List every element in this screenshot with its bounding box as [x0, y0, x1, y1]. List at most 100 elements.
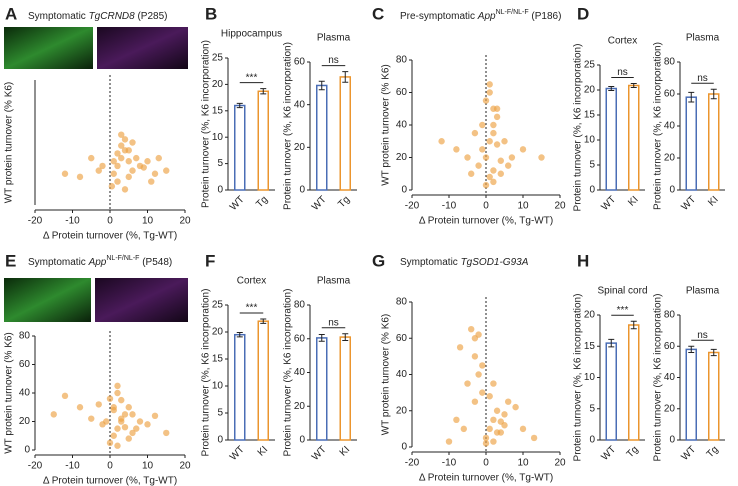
y-tick-label: 20: [212, 327, 224, 338]
error-bar: [688, 345, 695, 353]
panel-letter: F: [205, 251, 215, 270]
point: [129, 429, 136, 437]
y-axis-label: Protein turnover (%, K6 incorporation): [201, 40, 212, 208]
point: [490, 416, 497, 424]
x-tick-label: 10: [142, 216, 154, 227]
point: [482, 97, 490, 104]
point: [114, 150, 121, 157]
x-axis-label: Δ Protein turnover (%, Tg-WT): [43, 476, 177, 486]
title-part: (P285): [135, 11, 168, 22]
point: [118, 154, 125, 162]
y-tick-label: 5: [217, 158, 223, 169]
x-tick-label: 10: [517, 201, 529, 212]
panel-letter: A: [5, 4, 17, 23]
point: [479, 362, 486, 369]
y-tick-label: 20: [396, 152, 408, 163]
point: [133, 425, 140, 432]
y-tick-label: 0: [669, 435, 675, 446]
x-tick-label: WT: [228, 194, 247, 213]
x-axis-label: Δ Protein turnover (%, Tg-WT): [419, 216, 553, 227]
point: [129, 139, 136, 146]
bar: [708, 93, 720, 191]
error-bar: [608, 86, 615, 91]
y-tick-label: 20: [396, 405, 408, 416]
point: [110, 432, 117, 439]
point: [471, 129, 479, 137]
y-tick-label: 20: [294, 401, 306, 412]
bar: [257, 90, 269, 191]
x-tick-label: KI: [626, 194, 640, 208]
x-tick-label: -10: [442, 458, 457, 469]
point: [136, 418, 144, 425]
point: [110, 158, 117, 165]
bar: [685, 96, 697, 191]
error-bar: [710, 348, 717, 357]
error-bar: [318, 80, 325, 91]
error-bar: [710, 88, 717, 100]
y-tick-label: 60: [396, 87, 408, 98]
point: [140, 164, 147, 171]
microscopy-image: [4, 27, 93, 69]
point: [486, 173, 493, 181]
y-tick-label: 20: [212, 79, 224, 90]
bar: [628, 324, 640, 441]
x-tick-label: WT: [310, 444, 329, 463]
point: [76, 173, 84, 181]
point: [438, 138, 445, 145]
point: [497, 157, 504, 164]
y-tick-label: 20: [584, 85, 596, 96]
y-tick-label: 5: [589, 403, 595, 414]
point: [121, 411, 129, 418]
title-part: Symptomatic: [400, 257, 461, 268]
point: [445, 438, 453, 445]
title-part: (P548): [139, 257, 172, 268]
x-tick-label: WT: [310, 194, 329, 213]
bar: [628, 84, 640, 191]
x-tick-label: -20: [405, 458, 420, 469]
y-tick-label: 40: [19, 388, 31, 399]
y-tick-label: 10: [212, 132, 224, 143]
panel-title: Symptomatic TgSOD1-G93A: [400, 257, 529, 268]
point: [114, 162, 121, 170]
panel-title: Pre-symptomatic AppNL-F/NL-F (P186): [400, 9, 561, 21]
point: [508, 154, 516, 161]
y-axis-label: Protein turnover (%, K6 incorporation): [653, 42, 664, 210]
y-tick-label: 60: [19, 359, 31, 370]
point: [118, 396, 125, 404]
x-tick-label: WT: [599, 444, 618, 463]
point: [114, 178, 121, 185]
point: [497, 418, 504, 425]
panel-letter: D: [577, 4, 589, 23]
chart-title: Plasma: [317, 33, 351, 44]
y-tick-label: 40: [294, 99, 306, 110]
error-bar: [630, 83, 637, 88]
bar: [316, 337, 328, 441]
error-bar: [630, 320, 637, 330]
point: [95, 167, 102, 174]
y-tick-label: 15: [212, 105, 224, 116]
y-tick-label: 25: [212, 53, 224, 64]
point: [125, 435, 132, 442]
point: [110, 170, 117, 177]
title-part: App: [477, 11, 496, 22]
y-tick-label: 80: [664, 310, 676, 321]
x-tick-label: -20: [28, 461, 43, 472]
y-tick-label: 20: [19, 416, 31, 427]
y-tick-label: 60: [664, 89, 676, 100]
y-axis-label: WT protein turnover (% K6): [381, 314, 392, 436]
point: [121, 186, 129, 193]
point: [108, 183, 116, 190]
x-tick-label: KI: [706, 194, 720, 208]
point: [490, 167, 497, 174]
y-tick-label: 0: [217, 185, 223, 196]
point: [482, 154, 490, 161]
y-tick-label: 20: [664, 153, 676, 164]
point: [129, 167, 136, 174]
y-tick-label: 20: [664, 403, 676, 414]
point: [486, 393, 493, 400]
point: [475, 371, 482, 378]
x-tick-label: -20: [405, 201, 420, 212]
point: [129, 411, 136, 418]
significance-label: ns: [328, 317, 339, 328]
